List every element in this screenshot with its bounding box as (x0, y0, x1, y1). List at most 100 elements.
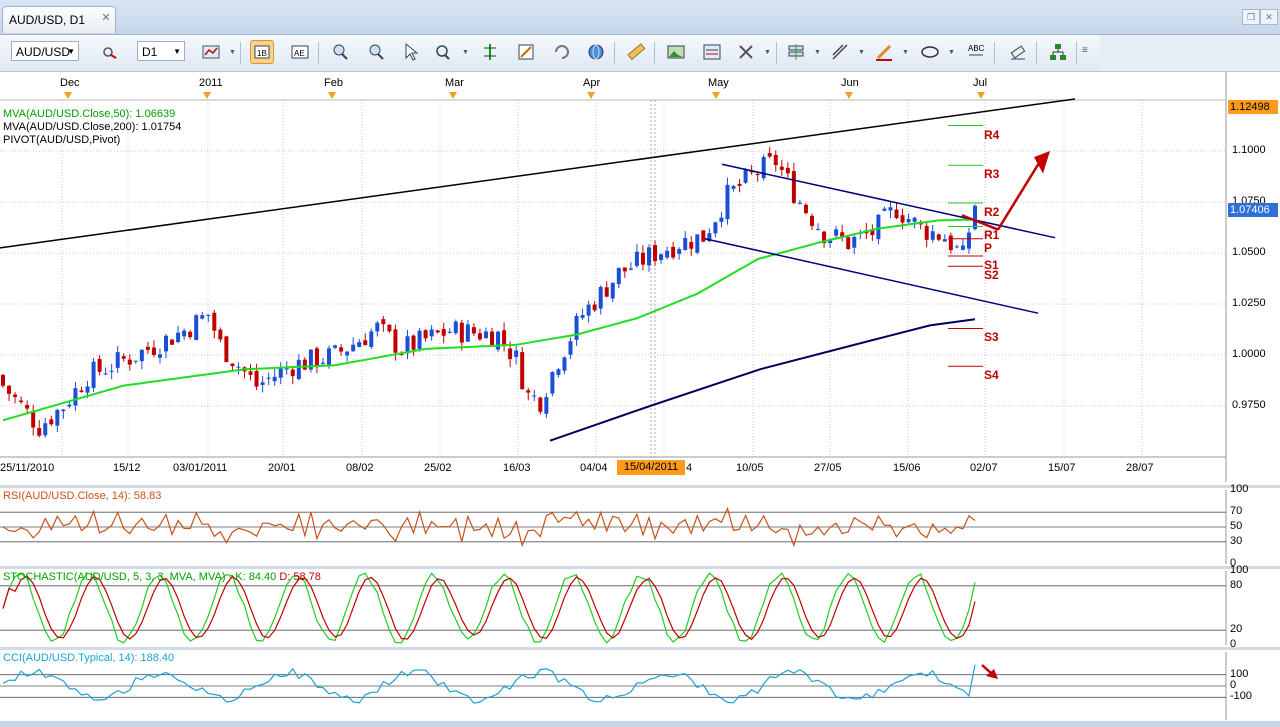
candle-body (79, 390, 84, 392)
price-label-top: 1.12498 (1228, 100, 1278, 114)
candle-body (91, 361, 96, 388)
eraser-icon[interactable] (1006, 40, 1030, 64)
symbol-select[interactable]: AUD/USD ▼ (11, 41, 79, 61)
cursor-icon[interactable] (398, 40, 422, 64)
candle-body (930, 231, 935, 240)
close-window-icon[interactable]: ✕ (1260, 9, 1278, 25)
chevron-down-icon[interactable]: ▼ (462, 49, 469, 56)
chart-tab[interactable]: AUD/USD, D1 ✕ (2, 6, 116, 33)
candle-body (477, 333, 482, 340)
tools-icon[interactable] (734, 40, 758, 64)
zoom-area-icon[interactable] (432, 40, 456, 64)
bar-chart-icon[interactable] (199, 40, 223, 64)
candle-body (520, 352, 525, 390)
chevron-down-icon[interactable]: ▼ (764, 49, 771, 56)
ruler-icon[interactable] (624, 40, 648, 64)
globe-icon[interactable] (584, 40, 608, 64)
draw-line-icon[interactable] (828, 40, 852, 64)
chevron-down-icon[interactable]: ▼ (948, 49, 955, 56)
restore-window-icon[interactable]: ❐ (1242, 9, 1260, 25)
month-label: 2011 (199, 77, 223, 89)
candle-body (640, 252, 645, 265)
layers-icon[interactable] (784, 40, 808, 64)
candle-body (556, 369, 561, 375)
ellipse-icon[interactable] (918, 40, 942, 64)
candle-body (936, 234, 941, 240)
candle-body (109, 370, 114, 372)
candle-body (206, 314, 211, 316)
stoch-legend-label: STOCHASTIC(AUD/USD, 5, 3, 3, MVA, MVA) - (3, 571, 236, 583)
crosshair-icon[interactable] (478, 40, 502, 64)
separator (994, 42, 995, 64)
month-label: Mar (445, 77, 464, 89)
month-label: Apr (583, 77, 601, 89)
svg-text:ABC: ABC (968, 44, 985, 53)
date-tick: 15/12 (113, 462, 141, 474)
pencil-icon[interactable] (872, 40, 896, 64)
month-marker (845, 92, 853, 99)
upper-trendline (0, 98, 1076, 249)
candle-body (888, 207, 893, 211)
tab-bar: AUD/USD, D1 ✕ ❐ ✕ (0, 0, 1280, 35)
more-icon[interactable]: ≡ (1082, 45, 1088, 56)
candle-body (133, 360, 138, 362)
chart-tab-label: AUD/USD, D1 (9, 13, 86, 27)
candle-body (176, 332, 181, 343)
chevron-down-icon[interactable]: ▼ (902, 49, 909, 56)
candle-body (809, 215, 814, 226)
cycle-icon[interactable] (550, 40, 574, 64)
candle-body (351, 344, 356, 352)
candle-body (230, 363, 235, 367)
candle-body (417, 330, 422, 349)
candle-body (755, 174, 760, 176)
tree-icon[interactable] (1046, 40, 1070, 64)
chart-canvas[interactable] (0, 72, 1280, 721)
oscillator-tick: 80 (1230, 578, 1243, 591)
candle-body (761, 156, 766, 179)
candle-body (568, 341, 573, 355)
zoom-in-icon[interactable] (328, 40, 352, 64)
candle-body (544, 397, 549, 414)
chart-type-icon[interactable] (98, 40, 122, 64)
zoom-out-icon[interactable] (364, 40, 388, 64)
date-tick: 27/05 (814, 462, 842, 474)
candle-body (677, 249, 682, 254)
timeframe-select[interactable]: D1 ▼ (137, 41, 185, 61)
chevron-down-icon[interactable]: ▼ (858, 49, 865, 56)
indicator-icon[interactable]: AE (288, 40, 312, 64)
candle-body (266, 377, 271, 379)
candle-body (502, 330, 507, 345)
candle-chart-icon[interactable]: 1B (250, 40, 274, 64)
candle-body (966, 232, 971, 249)
candle-body (508, 348, 513, 360)
pane-separator (0, 485, 1280, 488)
candle-body (604, 287, 609, 297)
text-icon[interactable]: ABC (964, 40, 988, 64)
candle-body (441, 328, 446, 336)
legend-ma200: MVA(AUD/USD.Close,200): 1.01754 (3, 121, 182, 133)
date-tick-fragment: 4 (686, 462, 693, 474)
candle-body (357, 342, 362, 347)
candle-body (25, 404, 30, 409)
candle-body (151, 347, 156, 355)
pivot-label-s1: S1 (984, 258, 999, 273)
chevron-down-icon[interactable]: ▼ (229, 49, 236, 56)
pivot-lines (948, 125, 983, 367)
close-tab-icon[interactable]: ✕ (101, 12, 111, 24)
chevron-down-icon[interactable]: ▼ (814, 49, 821, 56)
month-marker (64, 92, 72, 99)
candle-body (773, 154, 778, 165)
month-marker (587, 92, 595, 99)
candle-body (423, 330, 428, 339)
month-strip (0, 72, 1226, 100)
date-tick: 15/07 (1048, 462, 1076, 474)
candle-body (490, 331, 495, 347)
line-study-icon[interactable] (514, 40, 538, 64)
stoch-k-label: K: 84.40 (235, 571, 277, 583)
pivot-label-r1: R1 (984, 228, 1000, 243)
image-icon[interactable] (664, 40, 688, 64)
cci-legend: CCI(AUD/USD.Typical, 14): 188.40 (3, 652, 175, 664)
candle-body (785, 167, 790, 174)
date-tick: 25/02 (424, 462, 452, 474)
template-icon[interactable] (700, 40, 724, 64)
